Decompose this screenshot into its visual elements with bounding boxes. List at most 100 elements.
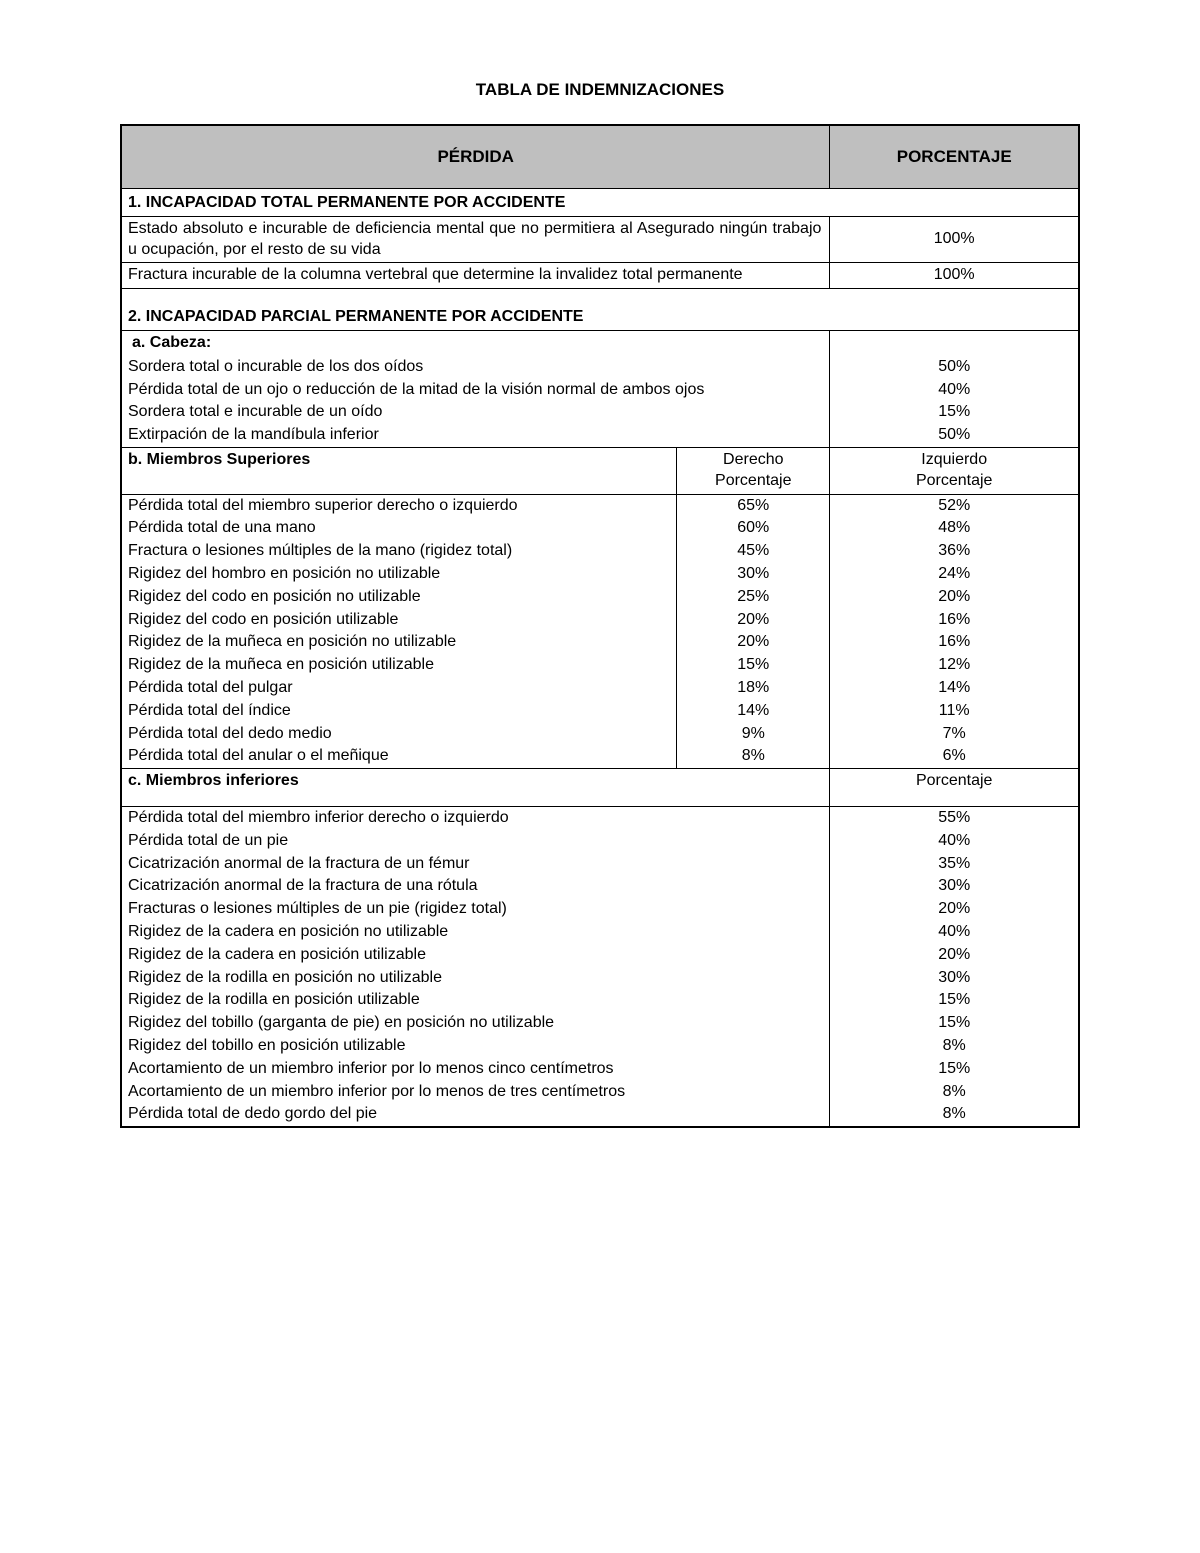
table-row: Sordera total o incurable de los dos oíd… xyxy=(121,356,1079,379)
section2-title-row: 2. INCAPACIDAD PARCIAL PERMANENTE POR AC… xyxy=(121,289,1079,331)
loss-percentage: 40% xyxy=(830,379,1079,402)
pct-izquierdo: 11% xyxy=(830,700,1079,723)
loss-description: Cicatrización anormal de la fractura de … xyxy=(121,853,830,876)
loss-percentage: 30% xyxy=(830,967,1079,990)
table-row: Pérdida total del pulgar18%14% xyxy=(121,677,1079,700)
table-row: Rigidez del codo en posición no utilizab… xyxy=(121,586,1079,609)
pct-izquierdo: 12% xyxy=(830,654,1079,677)
header-loss: PÉRDIDA xyxy=(121,125,830,189)
pct-izquierdo: 36% xyxy=(830,540,1079,563)
pct-derecho: 65% xyxy=(677,494,830,517)
table-row: Pérdida total de un ojo o reducción de l… xyxy=(121,379,1079,402)
loss-percentage: 15% xyxy=(830,401,1079,424)
table-row: Rigidez de la rodilla en posición no uti… xyxy=(121,967,1079,990)
pct-derecho: 25% xyxy=(677,586,830,609)
loss-description: Acortamiento de un miembro inferior por … xyxy=(121,1058,830,1081)
pct-izquierdo: 52% xyxy=(830,494,1079,517)
pct-derecho: 30% xyxy=(677,563,830,586)
section2c-title: c. Miembros inferiores xyxy=(128,772,299,789)
loss-percentage: 20% xyxy=(830,898,1079,921)
pct-izquierdo: 24% xyxy=(830,563,1079,586)
table-row: Extirpación de la mandíbula inferior50% xyxy=(121,424,1079,447)
table-row: Pérdida total del índice14%11% xyxy=(121,700,1079,723)
loss-description: Rigidez de la cadera en posición no util… xyxy=(121,921,830,944)
loss-percentage: 40% xyxy=(830,830,1079,853)
table-row: Cicatrización anormal de la fractura de … xyxy=(121,875,1079,898)
loss-percentage: 20% xyxy=(830,944,1079,967)
table-row: Pérdida total del miembro inferior derec… xyxy=(121,807,1079,830)
loss-description: Rigidez de la rodilla en posición utiliz… xyxy=(121,989,830,1012)
loss-description: Rigidez del hombro en posición no utiliz… xyxy=(121,563,677,586)
table-row: Pérdida total del dedo medio9%7% xyxy=(121,723,1079,746)
loss-percentage: 100% xyxy=(830,216,1079,263)
loss-description: Cicatrización anormal de la fractura de … xyxy=(121,875,830,898)
loss-description: Pérdida total de una mano xyxy=(121,517,677,540)
table-row: Acortamiento de un miembro inferior por … xyxy=(121,1058,1079,1081)
loss-description: Pérdida total de un pie xyxy=(121,830,830,853)
section1-title-row: 1. INCAPACIDAD TOTAL PERMANENTE POR ACCI… xyxy=(121,189,1079,217)
pct-derecho: 45% xyxy=(677,540,830,563)
loss-percentage: 50% xyxy=(830,424,1079,447)
section2c-col-pct: Porcentaje xyxy=(830,769,1079,807)
loss-description: Pérdida total del pulgar xyxy=(121,677,677,700)
loss-description: Pérdida total de dedo gordo del pie xyxy=(121,1103,830,1127)
loss-description: Extirpación de la mandíbula inferior xyxy=(121,424,830,447)
table-row: Pérdida total del miembro superior derec… xyxy=(121,494,1079,517)
pct-derecho: 9% xyxy=(677,723,830,746)
pct-derecho: 8% xyxy=(677,745,830,768)
loss-percentage: 35% xyxy=(830,853,1079,876)
loss-description: Pérdida total del dedo medio xyxy=(121,723,677,746)
loss-percentage: 8% xyxy=(830,1103,1079,1127)
table-row: Estado absoluto e incurable de deficienc… xyxy=(121,216,1079,263)
section2-title: 2. INCAPACIDAD PARCIAL PERMANENTE POR AC… xyxy=(121,289,1079,331)
loss-description: Rigidez de la muñeca en posición utiliza… xyxy=(121,654,677,677)
table-row: Fractura o lesiones múltiples de la mano… xyxy=(121,540,1079,563)
pct-izquierdo: 16% xyxy=(830,609,1079,632)
pct-izquierdo: 6% xyxy=(830,745,1079,768)
table-row: Rigidez de la cadera en posición utiliza… xyxy=(121,944,1079,967)
pct-izquierdo: 16% xyxy=(830,631,1079,654)
table-row: Fractura incurable de la columna vertebr… xyxy=(121,263,1079,289)
loss-description: Rigidez de la cadera en posición utiliza… xyxy=(121,944,830,967)
loss-description: Fracturas o lesiones múltiples de un pie… xyxy=(121,898,830,921)
section2c-header-row: c. Miembros inferiores Porcentaje xyxy=(121,769,1079,807)
loss-description: Rigidez del tobillo en posición utilizab… xyxy=(121,1035,830,1058)
table-row: Pérdida total de dedo gordo del pie8% xyxy=(121,1103,1079,1127)
loss-percentage: 30% xyxy=(830,875,1079,898)
table-row: Pérdida total del anular o el meñique8%6… xyxy=(121,745,1079,768)
loss-percentage: 8% xyxy=(830,1081,1079,1104)
loss-description: Rigidez del tobillo (garganta de pie) en… xyxy=(121,1012,830,1035)
pct-izquierdo: 14% xyxy=(830,677,1079,700)
table-row: Rigidez del tobillo en posición utilizab… xyxy=(121,1035,1079,1058)
loss-description: Pérdida total del anular o el meñique xyxy=(121,745,677,768)
table-row: Fracturas o lesiones múltiples de un pie… xyxy=(121,898,1079,921)
section2a-title-row: a. Cabeza: xyxy=(121,331,1079,356)
loss-description: Sordera total o incurable de los dos oíd… xyxy=(121,356,830,379)
loss-description: Rigidez del codo en posición utilizable xyxy=(121,609,677,632)
col-izquierdo: IzquierdoPorcentaje xyxy=(830,448,1079,495)
table-row: Rigidez de la muñeca en posición no util… xyxy=(121,631,1079,654)
loss-percentage: 100% xyxy=(830,263,1079,289)
loss-description: Pérdida total de un ojo o reducción de l… xyxy=(121,379,830,402)
section2a-title: a. Cabeza: xyxy=(132,334,211,351)
table-row: Rigidez del hombro en posición no utiliz… xyxy=(121,563,1079,586)
table-row: Sordera total e incurable de un oído15% xyxy=(121,401,1079,424)
header-pct: PORCENTAJE xyxy=(830,125,1079,189)
loss-description: Fractura incurable de la columna vertebr… xyxy=(121,263,830,289)
col-derecho: DerechoPorcentaje xyxy=(677,448,830,495)
pct-derecho: 18% xyxy=(677,677,830,700)
page-title: TABLA DE INDEMNIZACIONES xyxy=(120,80,1080,100)
table-row: Rigidez de la rodilla en posición utiliz… xyxy=(121,989,1079,1012)
loss-description: Fractura o lesiones múltiples de la mano… xyxy=(121,540,677,563)
loss-description: Pérdida total del miembro inferior derec… xyxy=(121,807,830,830)
pct-izquierdo: 20% xyxy=(830,586,1079,609)
pct-derecho: 20% xyxy=(677,609,830,632)
section1-title: 1. INCAPACIDAD TOTAL PERMANENTE POR ACCI… xyxy=(121,189,1079,217)
loss-percentage: 15% xyxy=(830,1058,1079,1081)
section2b-title: b. Miembros Superiores xyxy=(128,451,310,468)
loss-percentage: 50% xyxy=(830,356,1079,379)
loss-percentage: 15% xyxy=(830,989,1079,1012)
table-row: Pérdida total de un pie40% xyxy=(121,830,1079,853)
pct-derecho: 15% xyxy=(677,654,830,677)
loss-percentage: 15% xyxy=(830,1012,1079,1035)
